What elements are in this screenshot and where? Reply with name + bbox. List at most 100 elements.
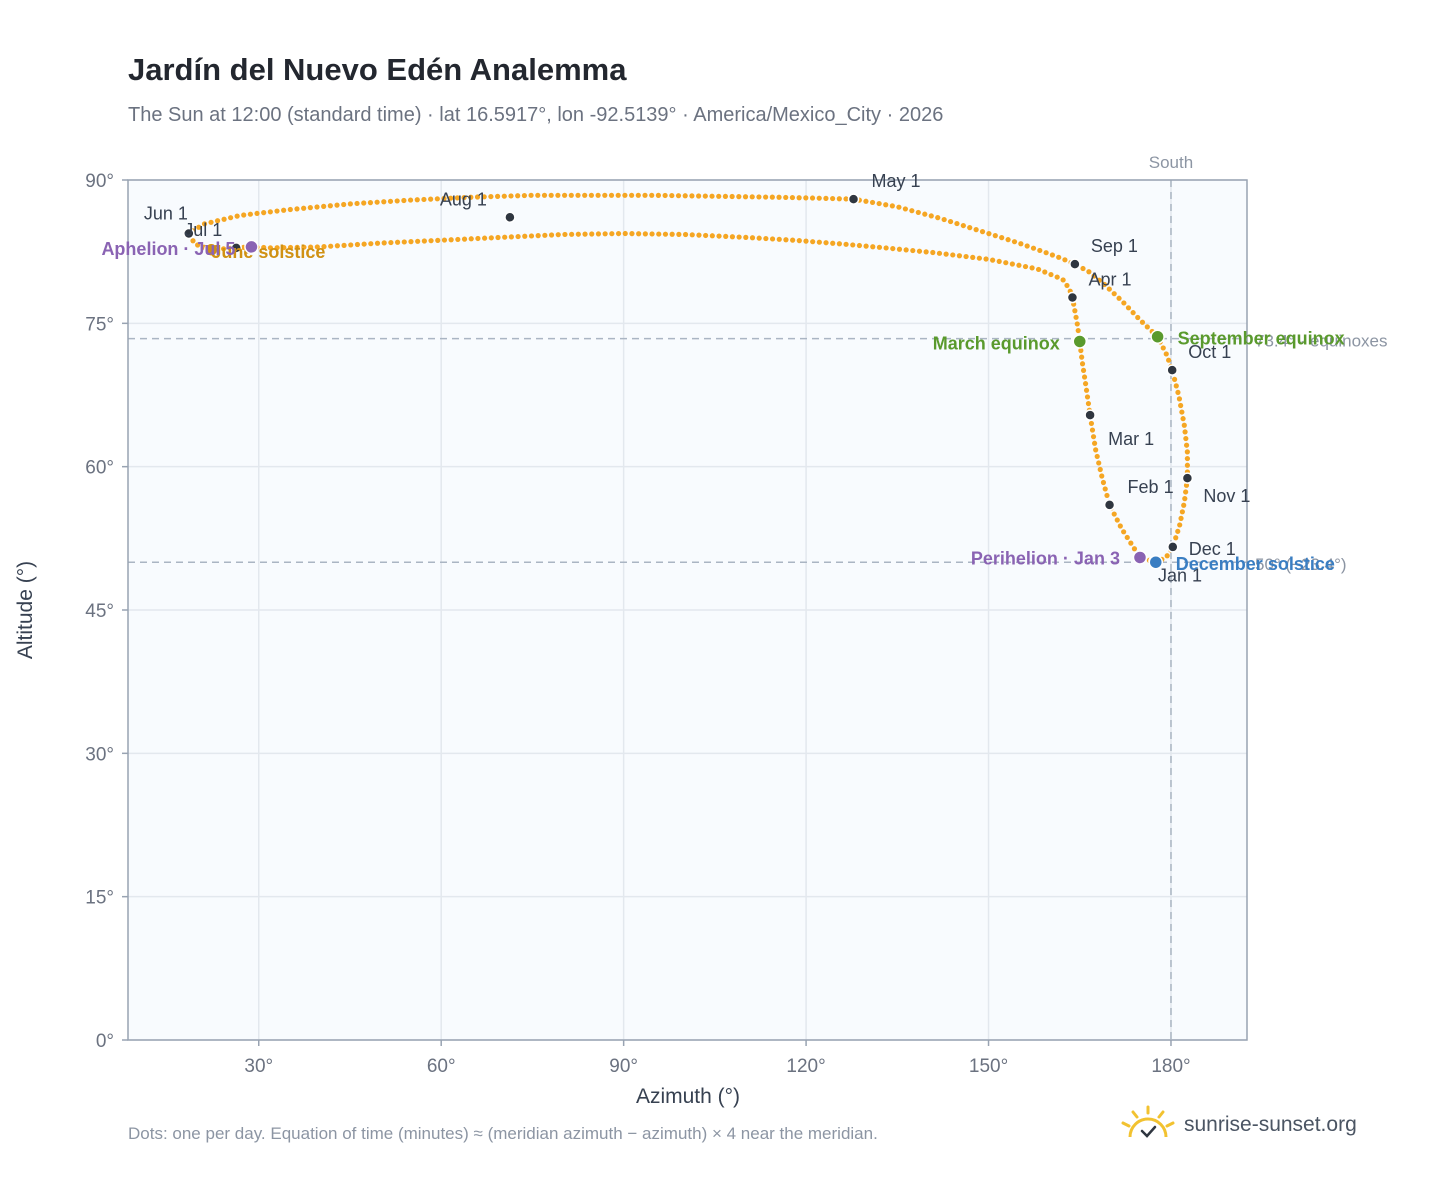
event-marker-dot bbox=[1148, 554, 1164, 570]
daily-sun-dot bbox=[381, 240, 387, 246]
daily-sun-dot bbox=[954, 220, 960, 227]
daily-sun-dot bbox=[836, 196, 842, 202]
daily-sun-dot bbox=[1078, 347, 1084, 354]
daily-sun-dot bbox=[909, 208, 915, 214]
daily-sun-dot bbox=[294, 206, 300, 212]
daily-sun-dot bbox=[662, 231, 669, 237]
daily-sun-dot bbox=[328, 243, 334, 249]
daily-sun-dot bbox=[1182, 429, 1188, 435]
daily-sun-dot bbox=[850, 242, 856, 248]
daily-sun-dot bbox=[1030, 245, 1037, 251]
daily-sun-dot bbox=[454, 195, 461, 201]
event-marker-label: September equinox bbox=[1178, 329, 1345, 349]
chart-title: Jardín del Nuevo Edén Analemma bbox=[128, 52, 627, 87]
daily-sun-dot bbox=[769, 236, 776, 242]
daily-sun-dot bbox=[703, 232, 709, 239]
daily-sun-dot bbox=[635, 192, 641, 198]
daily-sun-dot bbox=[515, 193, 521, 199]
daily-sun-dot bbox=[1086, 269, 1092, 275]
daily-sun-dot bbox=[689, 232, 695, 238]
daily-sun-dot bbox=[482, 235, 488, 241]
daily-sun-dot bbox=[1173, 535, 1179, 541]
month-marker-dot bbox=[1166, 364, 1178, 376]
daily-sun-dot bbox=[582, 192, 588, 198]
daily-sun-dot bbox=[1073, 314, 1079, 320]
daily-sun-dot bbox=[1043, 250, 1049, 256]
daily-sun-dot bbox=[374, 240, 381, 246]
daily-sun-dot bbox=[1074, 321, 1080, 327]
month-marker-dot bbox=[1066, 291, 1079, 304]
daily-sun-dot bbox=[923, 249, 929, 255]
daily-sun-dot bbox=[889, 203, 895, 209]
y-axis-label: Altitude (°) bbox=[14, 561, 37, 659]
daily-sun-dot bbox=[407, 197, 414, 203]
x-tick-label: 60° bbox=[427, 1056, 456, 1077]
daily-sun-dot bbox=[783, 237, 789, 243]
daily-sun-dot bbox=[434, 196, 440, 202]
month-marker-dot bbox=[1084, 409, 1096, 421]
daily-sun-dot bbox=[421, 238, 427, 244]
daily-sun-dot bbox=[228, 215, 234, 221]
daily-sun-dot bbox=[1144, 324, 1150, 330]
daily-sun-dot bbox=[823, 240, 829, 246]
daily-sun-dot bbox=[943, 251, 949, 257]
daily-sun-dot bbox=[1091, 273, 1097, 279]
daily-sun-dot bbox=[1099, 473, 1105, 479]
month-marker-label: Jul 1 bbox=[184, 220, 222, 240]
daily-sun-dot bbox=[1104, 492, 1110, 499]
daily-sun-dot bbox=[649, 231, 655, 237]
month-marker-label: Oct 1 bbox=[1188, 342, 1231, 362]
daily-sun-dot bbox=[562, 231, 568, 238]
brand: sunrise-sunset.org bbox=[1120, 1100, 1357, 1150]
daily-sun-dot bbox=[327, 203, 333, 209]
daily-sun-dot bbox=[321, 203, 327, 209]
daily-sun-dot bbox=[1135, 314, 1141, 321]
event-marker-label: March equinox bbox=[933, 333, 1060, 353]
daily-sun-dot bbox=[1064, 282, 1070, 289]
daily-sun-dot bbox=[963, 253, 969, 260]
daily-sun-dot bbox=[729, 234, 736, 240]
daily-sun-dot bbox=[301, 205, 307, 211]
daily-sun-dot bbox=[723, 233, 729, 240]
x-axis-label: Azimuth (°) bbox=[636, 1085, 740, 1108]
daily-sun-dot bbox=[474, 194, 481, 200]
daily-sun-dot bbox=[535, 192, 541, 198]
daily-sun-dot bbox=[1081, 374, 1088, 380]
daily-sun-dot bbox=[736, 194, 742, 200]
daily-sun-dot bbox=[870, 244, 876, 250]
daily-sun-dot bbox=[281, 207, 287, 213]
daily-sun-dot bbox=[1096, 460, 1102, 466]
month-marker-dot bbox=[230, 242, 243, 254]
daily-sun-dot bbox=[796, 195, 802, 201]
month-marker-label: Nov 1 bbox=[1203, 486, 1250, 506]
daily-sun-dot bbox=[769, 194, 775, 200]
daily-sun-dot bbox=[1177, 522, 1183, 528]
month-marker-dot bbox=[1181, 472, 1194, 484]
daily-sun-dot bbox=[696, 232, 702, 238]
daily-sun-dot bbox=[1178, 515, 1184, 521]
x-tick-label: 180° bbox=[1151, 1056, 1190, 1077]
daily-sun-dot bbox=[662, 192, 668, 199]
daily-sun-dot bbox=[803, 238, 809, 244]
daily-sun-dot bbox=[902, 206, 908, 212]
daily-sun-dot bbox=[582, 231, 588, 237]
daily-sun-dot bbox=[1131, 546, 1138, 552]
altitude-reference-label: 73.4° · equinoxes bbox=[1255, 332, 1388, 351]
daily-sun-dot bbox=[1054, 274, 1060, 280]
daily-sun-dot bbox=[1079, 361, 1086, 367]
daily-sun-dot bbox=[915, 209, 921, 216]
x-tick-label: 120° bbox=[786, 1056, 825, 1077]
daily-sun-dot bbox=[241, 212, 247, 218]
daily-sun-dot bbox=[1093, 447, 1099, 453]
daily-sun-dot bbox=[783, 194, 789, 201]
event-marker-label: Aphelion · Jul 5 bbox=[101, 239, 235, 259]
daily-sun-dot bbox=[1005, 237, 1011, 243]
daily-sun-dot bbox=[1024, 243, 1030, 249]
daily-sun-dot bbox=[675, 193, 682, 199]
daily-sun-dot bbox=[568, 192, 574, 198]
daily-sun-dot bbox=[201, 221, 208, 227]
daily-sun-dot bbox=[1160, 345, 1166, 351]
daily-sun-dot bbox=[941, 216, 947, 223]
daily-sun-dot bbox=[947, 218, 954, 225]
